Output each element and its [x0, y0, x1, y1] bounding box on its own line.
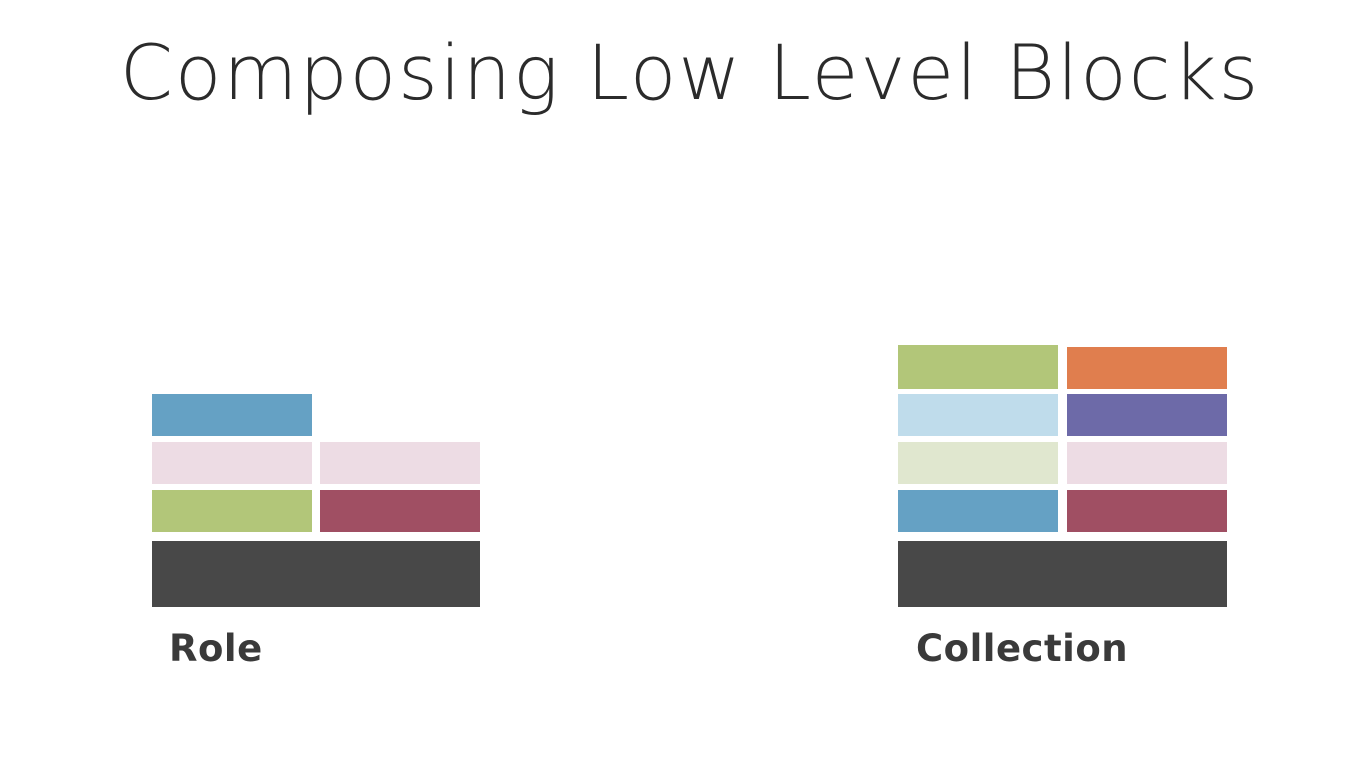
collection-block-purple [1067, 394, 1227, 436]
collection-block-orange [1067, 347, 1227, 389]
collection-block-green [898, 345, 1058, 389]
role-block-pink-left [152, 442, 312, 484]
collection-block-palegreen [898, 442, 1058, 484]
collection-block-lightblue [898, 394, 1058, 436]
role-block-maroon [320, 490, 480, 532]
collection-block-blue [898, 490, 1058, 532]
role-block-pink-right [320, 442, 480, 484]
role-block-base [152, 541, 480, 607]
slide-title: Composing Low Level Blocks [119, 28, 1261, 117]
role-block-blue [152, 394, 312, 436]
role-block-green [152, 490, 312, 532]
collection-block-pink [1067, 442, 1227, 484]
collection-block-maroon [1067, 490, 1227, 532]
collection-label: Collection [916, 627, 1129, 670]
collection-block-base [898, 541, 1227, 607]
role-label: Role [169, 627, 263, 670]
